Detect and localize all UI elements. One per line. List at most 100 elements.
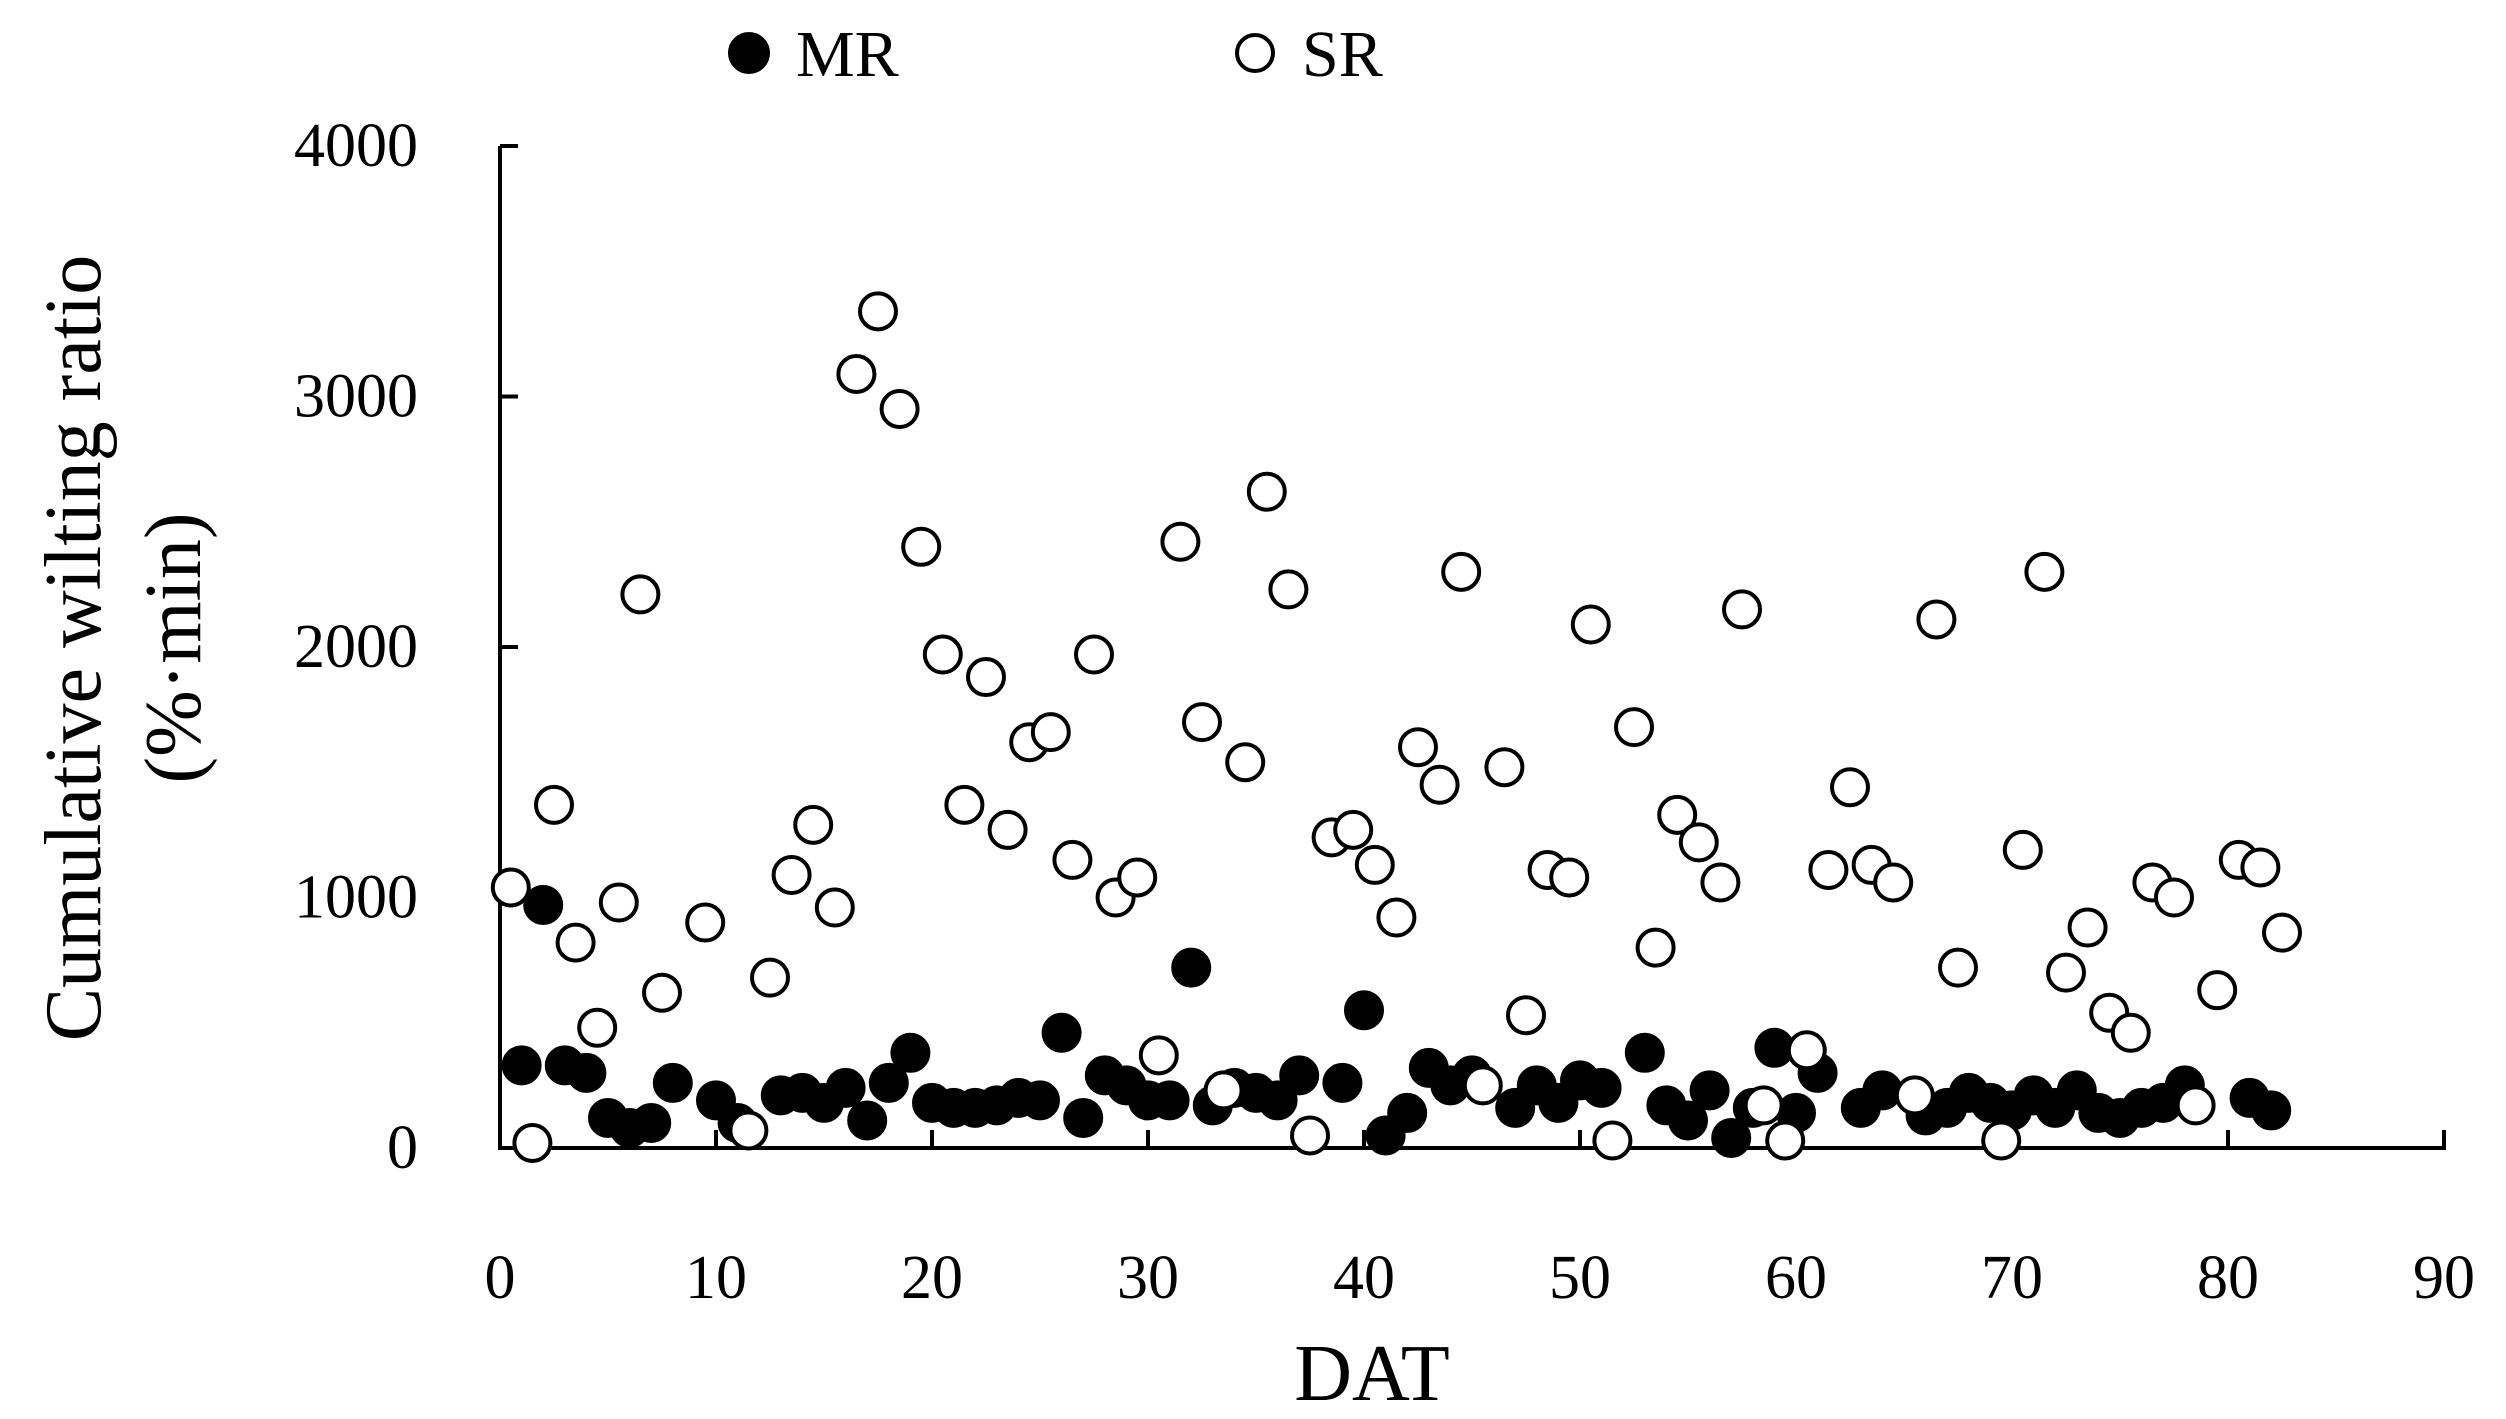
data-point-sr: [598, 882, 639, 923]
x-tick-label: 70: [1981, 1244, 2043, 1312]
data-point-mr: [1624, 1032, 1665, 1073]
data-point-mr: [1689, 1070, 1730, 1111]
data-point-mr: [1257, 1080, 1298, 1121]
data-point-sr: [987, 809, 1028, 850]
data-point-sr: [858, 291, 898, 332]
y-tick-label: 2000: [294, 613, 418, 681]
data-point-mr: [631, 1102, 672, 1143]
x-tick-label: 10: [685, 1244, 747, 1312]
data-point-sr: [1592, 1120, 1633, 1161]
x-tick-label: 0: [485, 1244, 516, 1312]
data-point-sr: [2262, 912, 2302, 953]
data-point-sr: [1614, 707, 1654, 748]
data-point-sr: [1549, 857, 1590, 898]
data-point-sr: [1290, 1115, 1330, 1156]
data-point-sr: [771, 854, 812, 895]
data-point-sr: [1376, 897, 1417, 938]
data-point-sr: [814, 887, 855, 928]
data-point-mr: [1344, 990, 1384, 1031]
data-point-sr: [1786, 1030, 1827, 1071]
x-tick-label: 90: [2413, 1244, 2475, 1312]
data-point-sr: [1182, 702, 1222, 743]
data-point-mr: [1322, 1062, 1363, 1103]
y-axis-title-line2: (%·min): [130, 512, 218, 783]
data-point-sr: [1138, 1035, 1179, 1076]
data-point-sr: [879, 389, 920, 430]
data-point-mr: [1279, 1055, 1320, 1096]
data-point-sr: [1030, 712, 1071, 753]
data-point-sr: [1052, 839, 1093, 880]
data-point-sr: [750, 957, 790, 998]
data-point-sr: [1765, 1120, 1806, 1161]
x-tick-label: 50: [1549, 1244, 1611, 1312]
data-point-sr: [1268, 569, 1309, 610]
data-point-sr: [534, 784, 574, 825]
x-tick-label: 80: [2197, 1244, 2259, 1312]
data-point-sr: [1160, 521, 1201, 562]
data-point-sr: [793, 804, 834, 845]
data-point-sr: [2240, 847, 2281, 888]
data-point-sr: [1570, 604, 1611, 645]
series-sr-points: [490, 291, 2302, 1163]
data-point-sr: [642, 972, 682, 1013]
data-point-sr: [1398, 727, 1438, 768]
data-point-sr: [1808, 849, 1849, 890]
legend: MR SR: [728, 18, 1383, 91]
data-point-sr: [1462, 1065, 1503, 1106]
x-axis-ticks: 0 10 20 30 40 50 60 70 80 90: [485, 1130, 2475, 1312]
data-point-mr: [1063, 1097, 1104, 1138]
data-point-mr: [890, 1032, 931, 1073]
data-point-mr: [523, 885, 564, 926]
x-tick-label: 20: [901, 1244, 963, 1312]
data-point-sr: [1981, 1120, 2022, 1161]
data-point-mr: [1149, 1080, 1190, 1121]
data-point-mr: [1020, 1080, 1060, 1121]
y-tick-label: 3000: [294, 363, 418, 431]
data-point-sr: [836, 353, 877, 394]
data-point-sr: [2024, 551, 2065, 592]
data-point-sr: [944, 784, 985, 825]
data-point-mr: [1387, 1092, 1428, 1133]
data-point-mr: [1711, 1117, 1752, 1158]
data-point-mr: [2251, 1090, 2292, 1131]
data-point-sr: [1678, 822, 1719, 863]
data-point-sr: [966, 657, 1006, 698]
data-point-sr: [1722, 589, 1762, 630]
y-axis-title-line1: Cumulative wilting ratio: [30, 255, 118, 1042]
data-point-mr: [825, 1067, 866, 1108]
data-point-sr: [1938, 947, 1978, 988]
data-point-sr: [577, 1007, 618, 1048]
x-tick-label: 60: [1765, 1244, 1827, 1312]
data-point-sr: [1506, 995, 1546, 1036]
data-point-sr: [620, 574, 661, 615]
data-point-sr: [1484, 747, 1525, 788]
data-point-mr: [847, 1100, 888, 1141]
data-point-sr: [1441, 551, 1482, 592]
legend-marker-sr: [1235, 33, 1275, 73]
data-point-sr: [555, 922, 596, 963]
data-point-sr: [922, 634, 963, 675]
data-point-mr: [868, 1062, 909, 1103]
data-point-sr: [2002, 829, 2043, 870]
data-point-sr: [1894, 1075, 1935, 1116]
data-point-sr: [1246, 471, 1287, 512]
series-mr-points: [501, 885, 2292, 1158]
x-axis-title: DAT: [1294, 1330, 1450, 1418]
x-tick-label: 30: [1117, 1244, 1179, 1312]
data-point-sr: [2197, 970, 2238, 1011]
data-point-sr: [2046, 952, 2086, 993]
data-point-sr: [1333, 809, 1374, 850]
data-point-sr: [2154, 877, 2194, 918]
data-point-mr: [566, 1052, 607, 1093]
y-tick-label: 0: [387, 1114, 418, 1182]
data-point-sr: [1743, 1085, 1784, 1126]
data-point-mr: [652, 1062, 693, 1103]
data-point-mr: [1581, 1067, 1622, 1108]
data-point-sr: [490, 867, 531, 908]
data-point-sr: [1700, 862, 1741, 903]
data-point-sr: [2175, 1085, 2216, 1126]
data-point-mr: [1668, 1100, 1708, 1141]
data-point-mr: [1862, 1070, 1903, 1111]
data-point-mr: [501, 1045, 542, 1086]
